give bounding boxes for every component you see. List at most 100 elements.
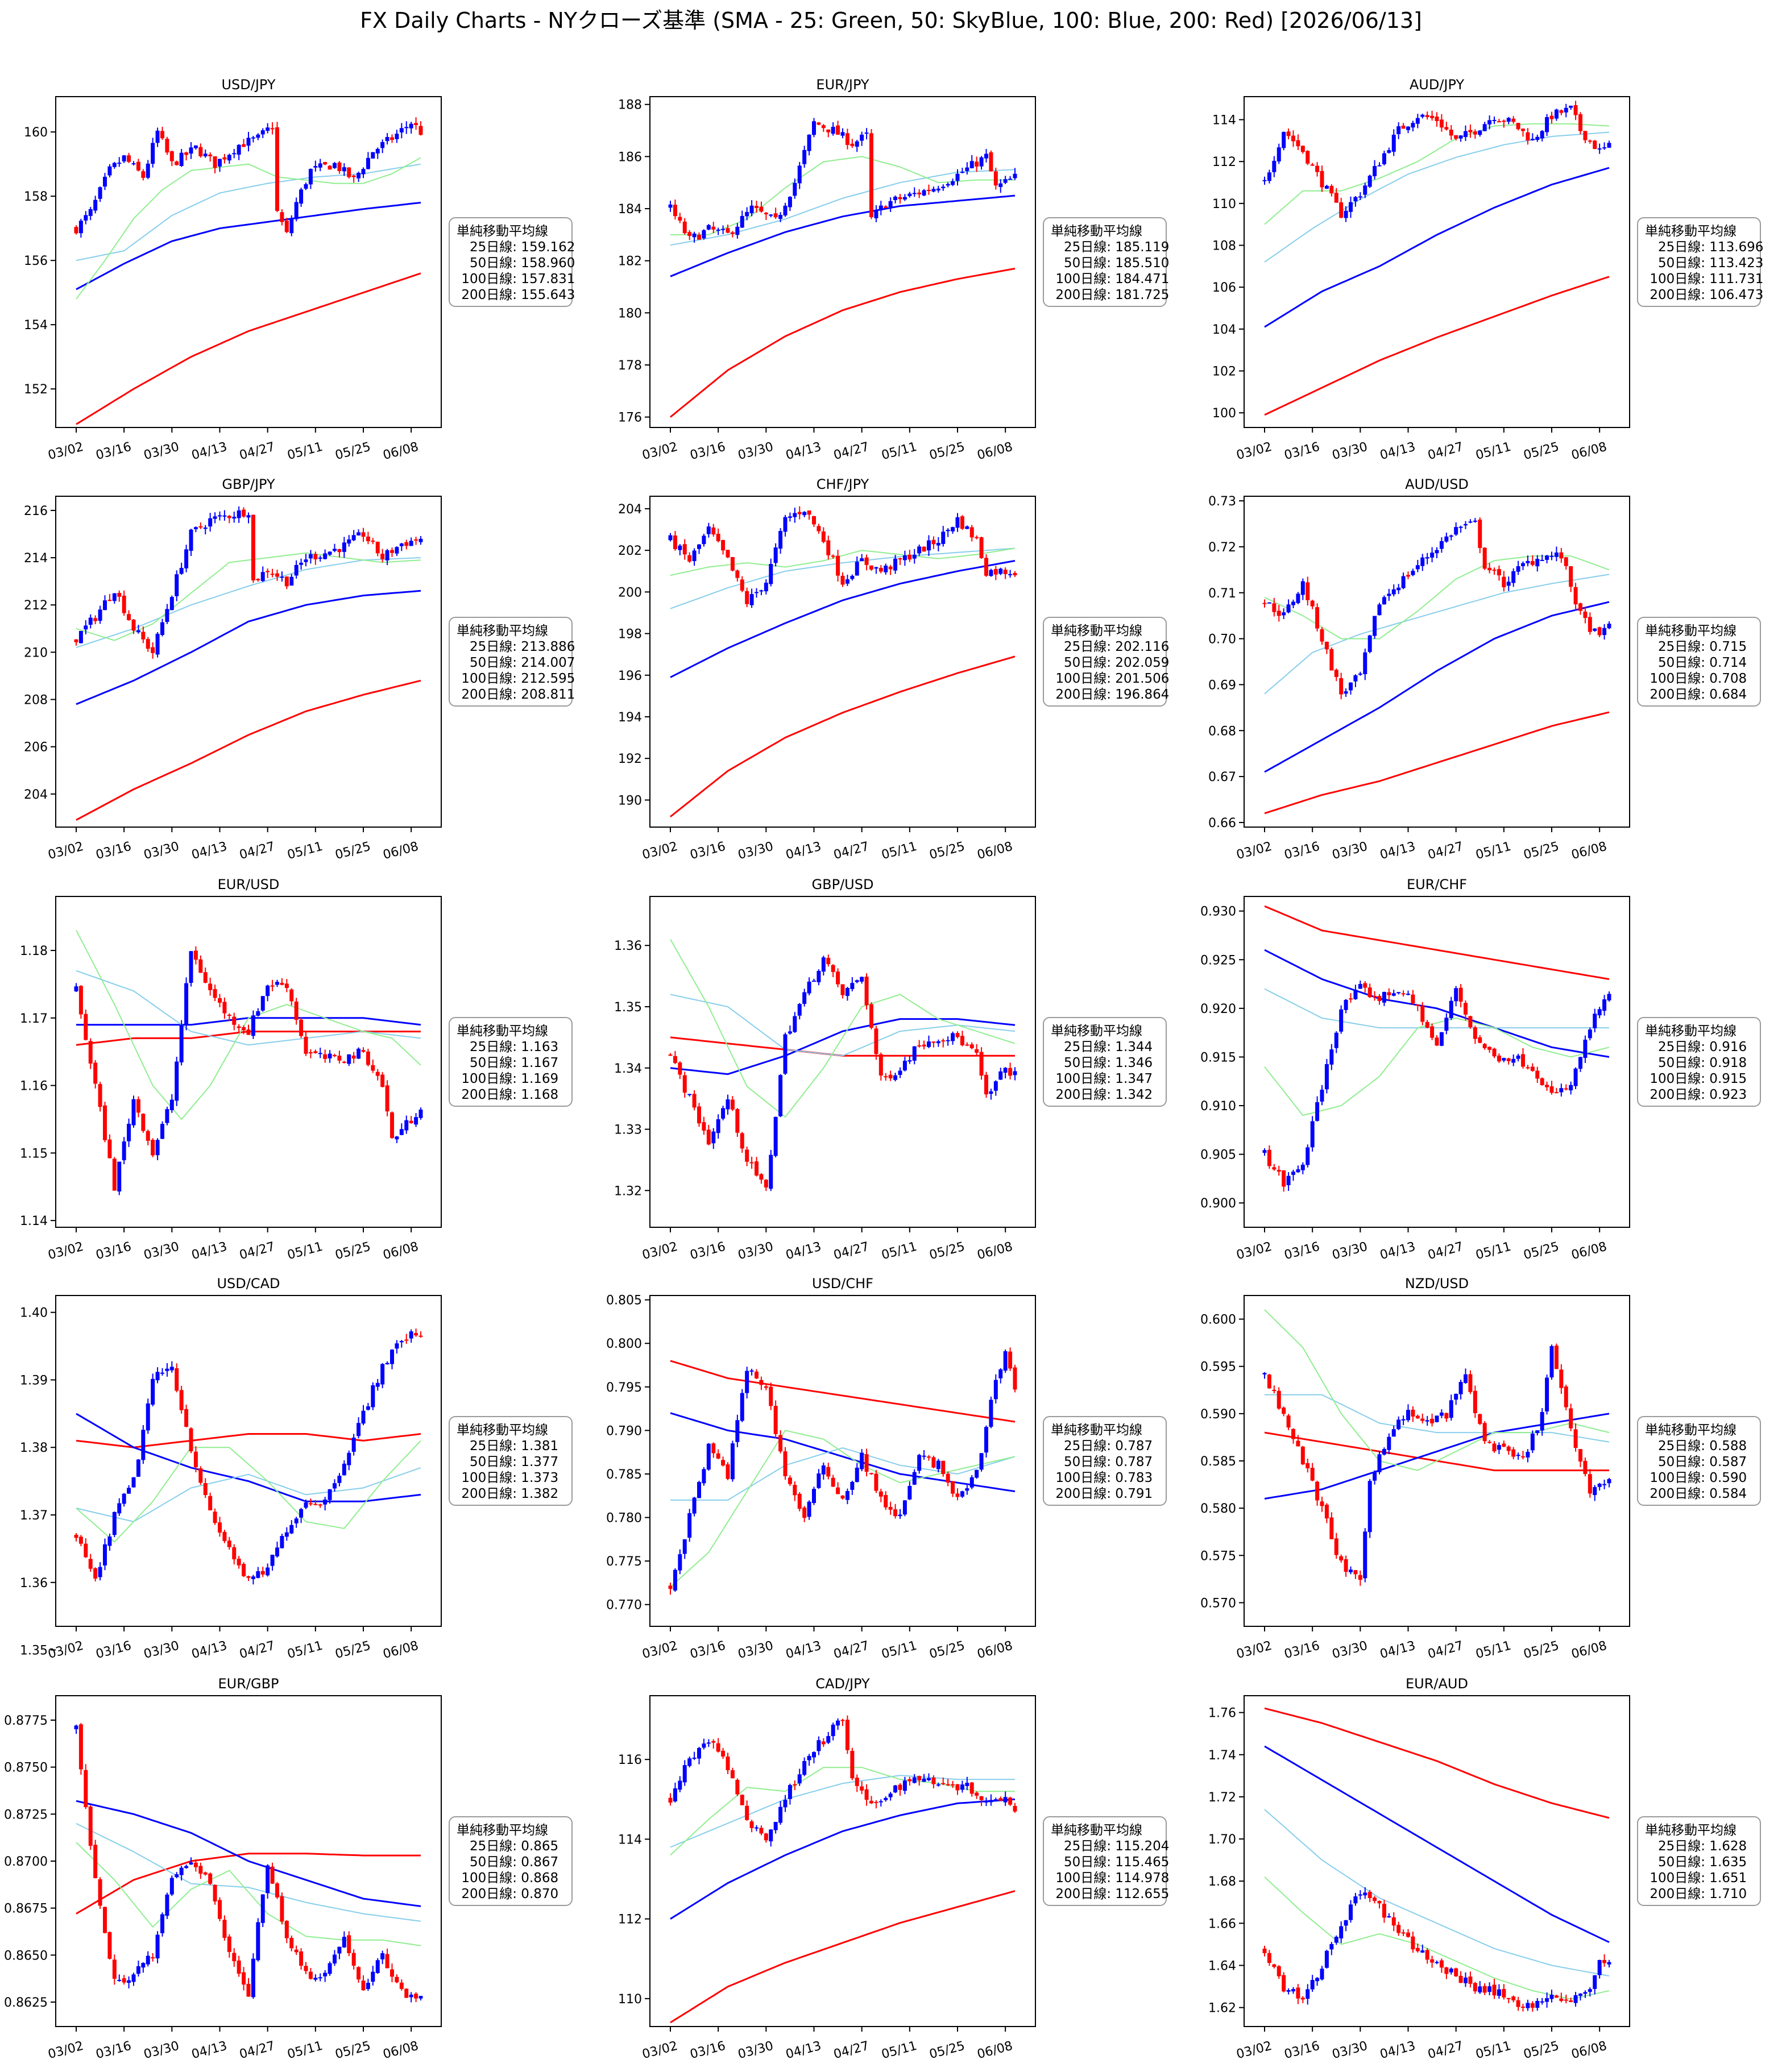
candle (78, 1723, 83, 1775)
candle (418, 535, 423, 545)
candle-body (418, 538, 423, 542)
x-tick-label: 03/16 (94, 440, 133, 463)
sma-label: 25日線: (469, 1439, 517, 1454)
candle-body (78, 221, 83, 234)
candle-body (1502, 1988, 1506, 1998)
candle-body (1497, 569, 1501, 576)
candle-body (716, 1743, 720, 1752)
candle (1516, 123, 1520, 131)
candle-body (764, 1833, 768, 1841)
y-tick-label: 0.775 (606, 1555, 642, 1569)
x-tick-label: 04/13 (1378, 2039, 1417, 2062)
candle (1458, 525, 1463, 533)
candle-body (802, 1508, 807, 1518)
y-tick-label: 0.68 (1208, 724, 1236, 738)
candle (907, 1056, 912, 1064)
y-tick-label: 186 (618, 150, 642, 164)
candle (917, 189, 922, 198)
candle-body (175, 1874, 179, 1878)
candle (328, 1961, 332, 1976)
candle-body (155, 130, 160, 143)
candle-body (960, 1036, 964, 1045)
x-tick-label: 05/25 (1522, 1639, 1561, 1662)
candle (1464, 1368, 1468, 1384)
candle-body (975, 537, 979, 538)
candle-body (941, 1040, 946, 1042)
candle (850, 139, 855, 148)
candle-body (706, 1742, 711, 1744)
candle (936, 1782, 940, 1787)
candle (812, 118, 816, 138)
candle-body (333, 163, 337, 168)
candle-body (179, 568, 184, 574)
candle-body (1521, 1456, 1525, 1458)
candle (366, 1048, 370, 1066)
candle-body (927, 189, 931, 192)
candle (1008, 176, 1013, 180)
candle (160, 1368, 164, 1376)
candle (1554, 546, 1559, 562)
candle-body (673, 1056, 677, 1063)
candle (1387, 1433, 1391, 1455)
x-tick-label: 05/11 (1474, 440, 1513, 463)
candle (692, 1090, 697, 1111)
candle (318, 1973, 322, 1982)
candle-body (1406, 1410, 1410, 1421)
candle-body (131, 619, 136, 631)
candle (1449, 125, 1453, 140)
candle (1262, 1945, 1267, 1957)
candle-body (117, 1503, 122, 1514)
candle (778, 1074, 783, 1118)
candle (878, 1052, 883, 1081)
candle (907, 1776, 912, 1786)
candle-body (884, 1076, 888, 1078)
x-tick-label: 05/11 (880, 1240, 919, 1263)
candle-body (98, 609, 102, 621)
candle-body (975, 1049, 979, 1053)
candle (773, 1116, 778, 1157)
candle-body (711, 527, 716, 535)
candle-body (755, 1161, 759, 1176)
candle-body (1559, 1369, 1564, 1388)
sma-row: 50日線: 202.059 (1051, 655, 1169, 671)
candle-body (165, 139, 169, 153)
candle (936, 537, 940, 551)
candle (692, 548, 697, 566)
sma-legend-box: 単純移動平均線 25日線: 1.628 50日線: 1.635 100日線: 1.65… (1637, 1816, 1761, 1906)
candle-body (361, 532, 366, 537)
sma50-line (670, 994, 1016, 1057)
candle-body (1344, 210, 1348, 218)
candle-body (1588, 1029, 1592, 1039)
sma200-line (1264, 711, 1610, 815)
candle (993, 1080, 998, 1096)
candle-body (1588, 617, 1592, 632)
x-tick-label: 04/13 (1378, 1639, 1417, 1662)
candle (678, 1061, 682, 1079)
candle (78, 1535, 83, 1547)
candle (299, 1018, 304, 1039)
candle (107, 164, 112, 178)
candle (1478, 1035, 1482, 1044)
candle (1425, 1948, 1429, 1964)
candle-body (902, 1061, 907, 1071)
y-tick-label: 204 (618, 503, 642, 517)
candle-body (682, 221, 687, 234)
candle-body (989, 152, 993, 172)
candle-body (308, 1052, 313, 1054)
legend-heading: 単純移動平均線 (1051, 224, 1142, 239)
candle (1349, 993, 1353, 1003)
candle (414, 1113, 418, 1127)
x-tick-label: 03/30 (1331, 440, 1369, 463)
candle (668, 1793, 673, 1806)
candle-body (1444, 1413, 1449, 1419)
candle-body (337, 1476, 342, 1483)
candle-body (955, 517, 960, 528)
candle-body (682, 544, 687, 555)
candle-body (1387, 992, 1391, 995)
sma-value: 0.715 (1705, 640, 1747, 654)
candle (103, 173, 107, 190)
candle (366, 152, 370, 170)
candle-body (1530, 1433, 1535, 1451)
candle-body (864, 977, 869, 1006)
candle (702, 229, 706, 240)
